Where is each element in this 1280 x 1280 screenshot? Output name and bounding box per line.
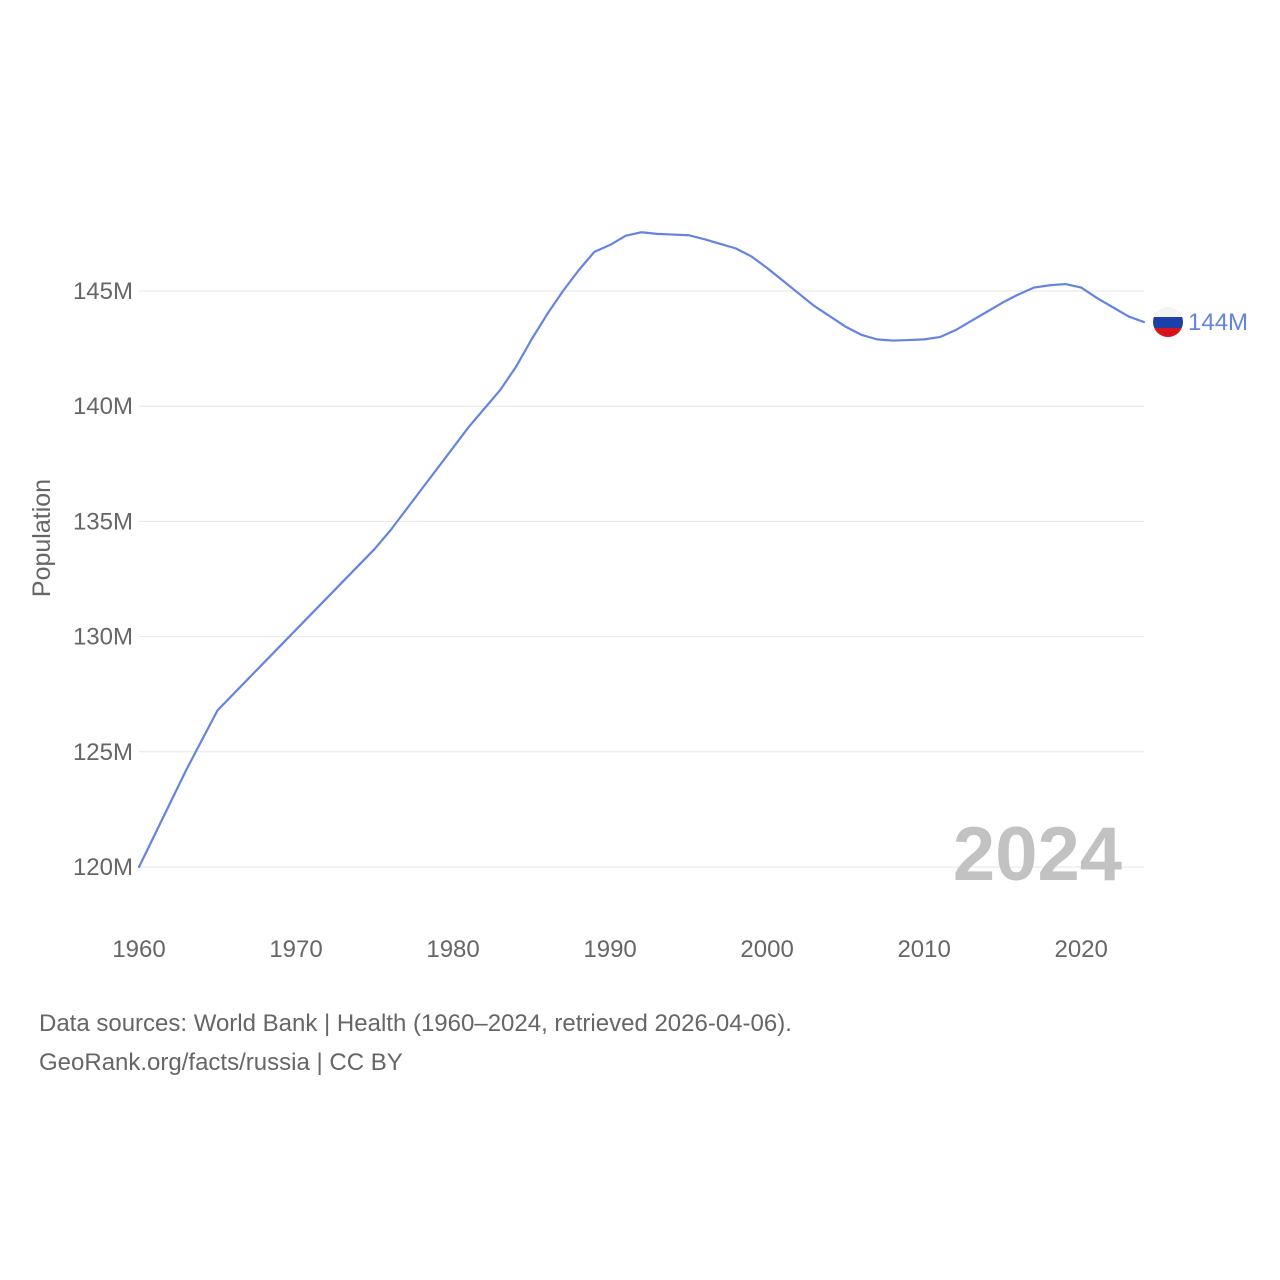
- x-tick-label: 1980: [426, 936, 479, 963]
- y-tick-label: 145M: [73, 278, 133, 305]
- russia-flag-icon: [1153, 307, 1183, 337]
- footer-source-link[interactable]: GeoRank.org/facts/russia | CC BY: [39, 1049, 403, 1076]
- x-tick-label: 2020: [1054, 936, 1107, 963]
- footer-credits: Data sources: World Bank | Health (1960–…: [39, 1004, 792, 1082]
- y-tick-label: 135M: [73, 508, 133, 535]
- gridlines: [139, 290, 1144, 868]
- y-tick-label: 125M: [73, 739, 133, 766]
- y-axis-title: Population: [28, 479, 56, 597]
- footer-data-sources: Data sources: World Bank | Health (1960–…: [39, 1010, 792, 1037]
- current-year-label: 2024: [953, 812, 1122, 897]
- y-tick-label: 120M: [73, 854, 133, 881]
- x-axis-ticks: 1960 1970 1980 1990 2000 2010 2020: [112, 936, 1108, 963]
- x-tick-label: 1970: [269, 936, 322, 963]
- x-tick-label: 1990: [583, 936, 636, 963]
- x-tick-label: 2010: [897, 936, 950, 963]
- x-tick-label: 2000: [740, 936, 793, 963]
- y-tick-label: 140M: [73, 393, 133, 420]
- series-end-value-label: 144M: [1188, 309, 1248, 336]
- x-tick-label: 1960: [112, 936, 165, 963]
- y-axis-ticks: 120M 125M 130M 135M 140M 145M: [73, 278, 133, 881]
- series-line-russia: [137, 231, 1146, 869]
- y-tick-label: 130M: [73, 624, 133, 651]
